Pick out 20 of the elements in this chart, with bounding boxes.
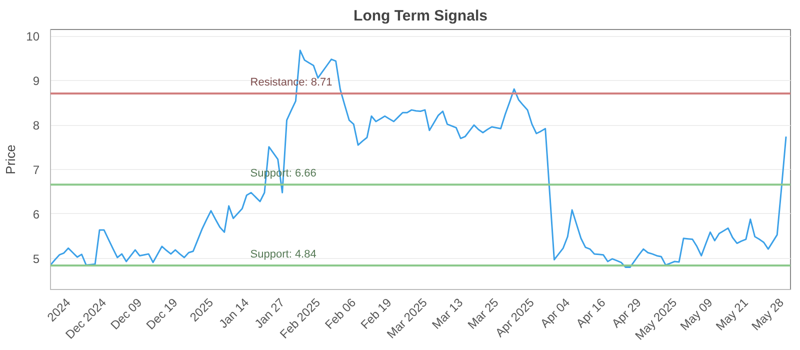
- y-tick-label: 8: [32, 118, 40, 133]
- y-tick-label: 9: [32, 74, 40, 88]
- ref-line-label: Support: 4.84: [250, 248, 316, 260]
- y-axis-title: Price: [3, 144, 18, 174]
- x-tick-label: Dec 09: [108, 295, 145, 332]
- line-series: [50, 50, 787, 268]
- y-tick-label: 5: [32, 252, 40, 266]
- x-tick-label: Jan 14: [216, 295, 252, 331]
- y-tick-label: 6: [32, 207, 40, 222]
- x-tick-label: May 09: [677, 295, 716, 334]
- x-tick-label: Mar 13: [429, 295, 466, 332]
- x-tick-label: Dec 19: [143, 295, 180, 332]
- x-tick-label: May 28: [748, 295, 787, 334]
- y-tick-label: 7: [32, 163, 40, 177]
- x-tick-label: Apr 16: [573, 295, 608, 330]
- y-tick-label: 10: [26, 30, 40, 44]
- x-tick-label: May 21: [713, 295, 752, 334]
- x-tick-label: Feb 06: [322, 295, 359, 332]
- chart-title: Long Term Signals: [354, 8, 488, 24]
- x-tick-label: Apr 04: [538, 295, 573, 330]
